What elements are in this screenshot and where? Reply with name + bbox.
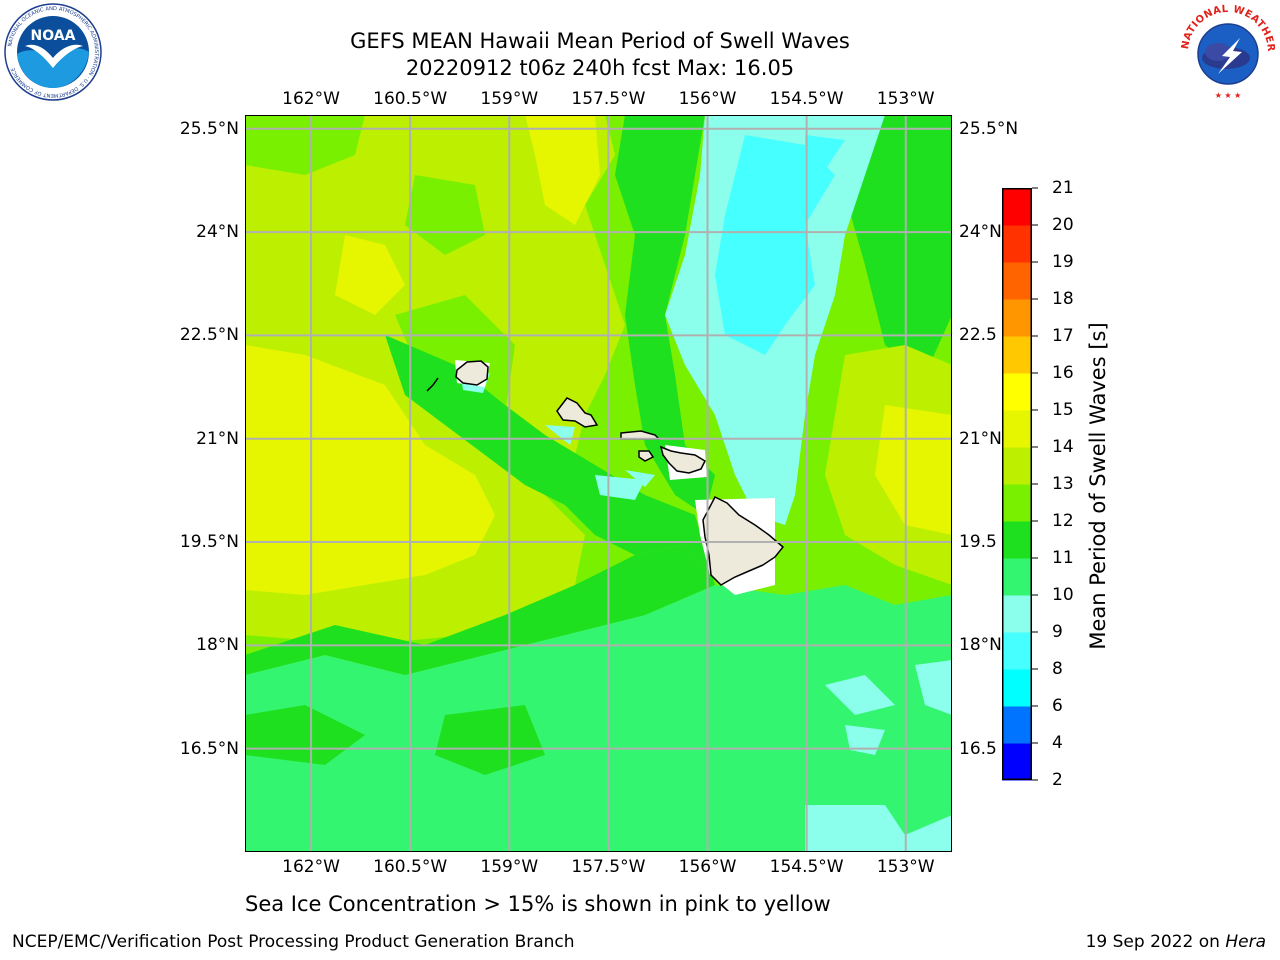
colorbar-segment [1002, 299, 1032, 337]
map-gridlines [245, 115, 952, 852]
footer-date-text: 19 Sep 2022 on [1085, 932, 1226, 952]
colorbar-segment [1002, 521, 1032, 559]
colorbar-tick-label: 17 [1052, 326, 1074, 346]
colorbar-tick-label: 14 [1052, 437, 1074, 457]
colorbar-segment [1002, 225, 1032, 263]
map-frame [245, 115, 952, 852]
island-oahu [556, 397, 599, 428]
lat-label-right: 18°N [959, 635, 1002, 656]
lon-label-top: 156°W [678, 89, 737, 109]
colorbar-segment [1002, 595, 1032, 633]
colorbar-segment [1002, 188, 1032, 226]
colorbar-frame [1002, 188, 1032, 780]
colorbar-tick-label: 13 [1052, 474, 1074, 494]
colorbar-tick-label: 20 [1052, 215, 1074, 235]
colorbar-segment [1002, 669, 1032, 707]
colorbar-tick-label: 12 [1052, 511, 1074, 531]
lat-label-left: 21°N [196, 428, 239, 449]
colorbar-segment [1002, 632, 1032, 670]
lat-label-left: 22.5°N [179, 325, 239, 346]
contour-14-15 [245, 345, 495, 595]
caption-sea-ice-note: Sea Ice Concentration > 15% is shown in … [245, 892, 831, 916]
colorbar-segment [1002, 410, 1032, 448]
lat-label-right: 19.5 [959, 532, 997, 553]
colorbar-tick-label: 21 [1052, 178, 1074, 198]
colorbar-tick-label: 19 [1052, 252, 1074, 272]
lon-label-top: 162°W [282, 89, 340, 109]
contour-10-11 [245, 585, 952, 852]
nws-logo: NATIONAL WEATHER SERVICE ★ ★ ★ [1178, 2, 1276, 100]
lon-label-top: 154.5°W [769, 89, 844, 109]
island-niihau [426, 377, 439, 392]
colorbar-segment [1002, 373, 1032, 411]
lon-label-top: 157.5°W [571, 89, 646, 109]
footer-date: 19 Sep 2022 on Hera [1086, 932, 1266, 952]
island-lanai [638, 450, 655, 462]
colorbar-segment [1002, 558, 1032, 596]
colorbar-tick-label: 10 [1052, 585, 1074, 605]
colorbar-tick-label: 8 [1052, 659, 1063, 679]
map-plot [245, 115, 952, 852]
lon-label-bottom: 159°W [480, 857, 539, 877]
lat-label-right: 24°N [959, 222, 1002, 243]
colorbar-tick-label: 9 [1052, 622, 1063, 642]
lat-label-right: 22.5 [959, 325, 997, 346]
colorbar-tick-label: 6 [1052, 696, 1063, 716]
colorbar-label: Mean Period of Swell Waves [s] [1086, 322, 1110, 650]
footer-credit: NCEP/EMC/Verification Post Processing Pr… [12, 932, 575, 952]
lon-label-bottom: 154.5°W [769, 857, 844, 877]
colorbar [1002, 187, 1038, 781]
colorbar-segment [1002, 706, 1032, 744]
colorbar-segment [1002, 484, 1032, 522]
colorbar-segment [1002, 262, 1032, 300]
colorbar-segment [1002, 743, 1032, 781]
lon-label-top: 160.5°W [373, 89, 448, 109]
island-maui [659, 445, 706, 474]
lon-label-top: 153°W [876, 89, 935, 109]
lat-label-left: 18°N [196, 635, 239, 656]
colorbar-segment [1002, 336, 1032, 374]
lon-label-top: 159°W [480, 89, 539, 109]
footer-host: Hera [1225, 932, 1266, 952]
lat-label-right: 16.5 [959, 738, 997, 759]
lat-label-left: 25.5°N [179, 118, 239, 139]
lat-label-right: 25.5°N [959, 118, 1019, 139]
lon-label-bottom: 156°W [678, 857, 737, 877]
hawaiian-islands [426, 360, 785, 586]
colorbar-tick-label: 11 [1052, 548, 1074, 568]
colorbar-tick-label: 4 [1052, 733, 1063, 753]
lat-label-right: 21°N [959, 428, 1002, 449]
lat-label-left: 24°N [196, 222, 239, 243]
lat-label-left: 16.5°N [179, 738, 239, 759]
island-kauai [455, 360, 489, 386]
lat-label-left: 19.5°N [179, 532, 239, 553]
lon-label-bottom: 153°W [876, 857, 935, 877]
colorbar-tick-label: 2 [1052, 770, 1063, 790]
svg-text:★ ★ ★: ★ ★ ★ [1215, 91, 1242, 100]
lon-label-bottom: 157.5°W [571, 857, 646, 877]
chart-title: GEFS MEAN Hawaii Mean Period of Swell Wa… [350, 29, 850, 53]
lon-label-bottom: 162°W [282, 857, 340, 877]
colorbar-tick-label: 16 [1052, 363, 1074, 383]
colorbar-tick-label: 18 [1052, 289, 1074, 309]
colorbar-tick-label: 15 [1052, 400, 1074, 420]
colorbar-segment [1002, 447, 1032, 485]
contour-8-9 [715, 135, 835, 355]
noaa-logo: NATIONAL OCEANIC AND ATMOSPHERIC ADMINIS… [4, 3, 102, 101]
lon-label-bottom: 160.5°W [373, 857, 448, 877]
svg-text:NOAA: NOAA [31, 28, 76, 44]
chart-subtitle: 20220912 t06z 240h fcst Max: 16.05 [405, 56, 795, 80]
